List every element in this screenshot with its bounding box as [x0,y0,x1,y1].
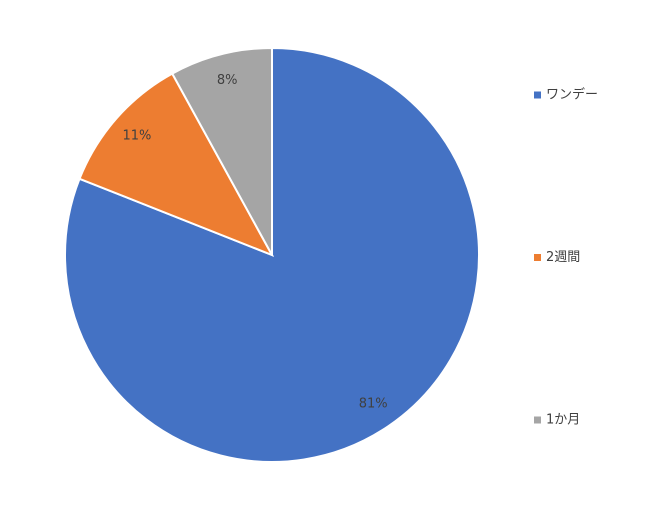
data-label: 81% [359,396,388,411]
legend-label: 2週間 [546,250,580,265]
pie-slice [170,46,273,256]
legend-marker [534,416,541,424]
data-label: 8% [217,73,238,88]
legend-marker [534,91,541,99]
pie-slice [78,72,275,257]
legend-marker [534,254,541,261]
legend-label: ワンデー [546,87,598,103]
data-label: 11% [122,128,151,143]
legend-label: 1か月 [546,413,580,428]
